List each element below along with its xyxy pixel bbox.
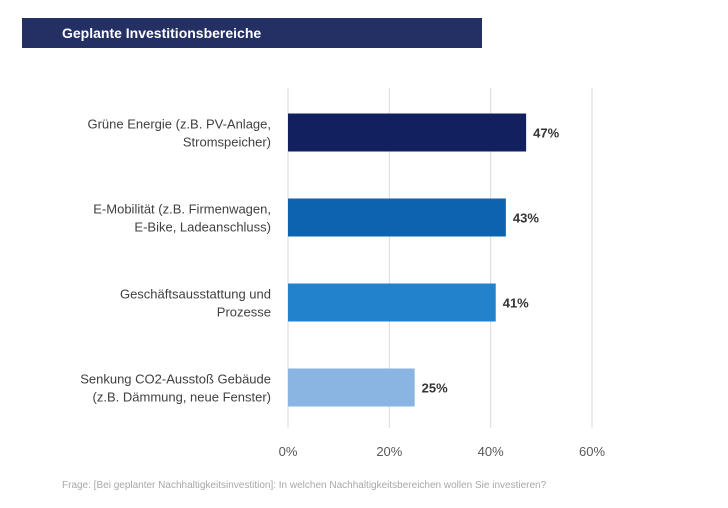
footnote: Frage: [Bei geplanter Nachhaltigkeitsinv… [62,480,547,491]
x-tick-label: 60% [579,444,605,459]
data-label: 41% [503,296,529,311]
bar [288,198,506,237]
bar [288,113,527,152]
category-label: Senkung CO2-Ausstoß Gebäude [80,372,271,387]
x-tick-label: 40% [478,444,504,459]
chart-title-banner: Geplante Investitionsbereiche [22,18,482,48]
data-label: 25% [422,381,448,396]
category-label: E-Bike, Ladeanschluss) [134,220,271,235]
category-label: Grüne Energie (z.B. PV-Anlage, [87,117,271,132]
category-label: Geschäftsausstattung und [120,287,271,302]
x-tick-label: 0% [279,444,298,459]
data-label: 47% [533,126,559,141]
category-label: (z.B. Dämmung, neue Fenster) [93,390,271,405]
x-tick-label: 20% [376,444,402,459]
data-label: 43% [513,211,539,226]
category-label: Prozesse [217,305,271,320]
category-label: Stromspeicher) [183,135,271,150]
bar [288,283,496,322]
category-label: E-Mobilität (z.B. Firmenwagen, [93,202,271,217]
chart-title: Geplante Investitionsbereiche [62,25,262,41]
bar [288,368,415,407]
